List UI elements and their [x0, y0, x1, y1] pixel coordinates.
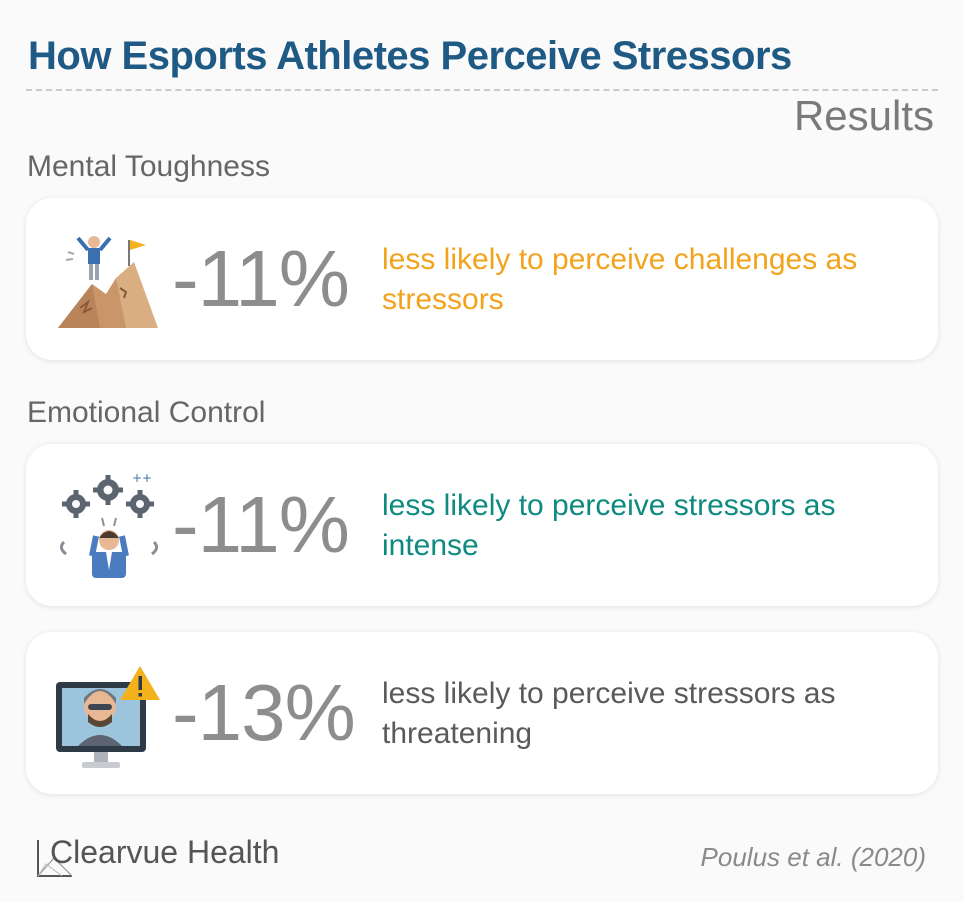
- stat-card-challenges: -11% less likely to perceive challenges …: [26, 198, 938, 360]
- brand-name: Clearvue Health: [50, 834, 280, 870]
- stat-percent: -11%: [172, 480, 350, 569]
- stressed-gears-icon: ++: [54, 471, 164, 584]
- stat-description: less likely to perceive stressors as thr…: [382, 677, 836, 750]
- title-divider: [26, 89, 938, 91]
- page-title: How Esports Athletes Perceive Stressors: [28, 34, 792, 78]
- logo-mark-icon: [37, 840, 73, 877]
- citation: Poulus et al. (2020): [700, 842, 926, 872]
- svg-text:++: ++: [132, 474, 152, 485]
- section-label-emotional-control: Emotional Control: [27, 396, 266, 429]
- section-label-mental-toughness: Mental Toughness: [27, 150, 270, 183]
- page-subtitle: Results: [793, 92, 934, 139]
- stat-description: less likely to perceive challenges as st…: [382, 243, 858, 316]
- stat-card-threatening: -13% less likely to perceive stressors a…: [26, 632, 938, 794]
- stat-card-intense: ++ -11% less likely to perceive stressor…: [26, 444, 938, 606]
- mountain-summit-icon: [54, 228, 164, 338]
- stat-percent: -11%: [172, 234, 350, 323]
- stat-percent: -13%: [172, 668, 356, 757]
- gamer-warning-icon: [54, 662, 164, 772]
- stat-description: less likely to perceive stressors as int…: [382, 489, 836, 562]
